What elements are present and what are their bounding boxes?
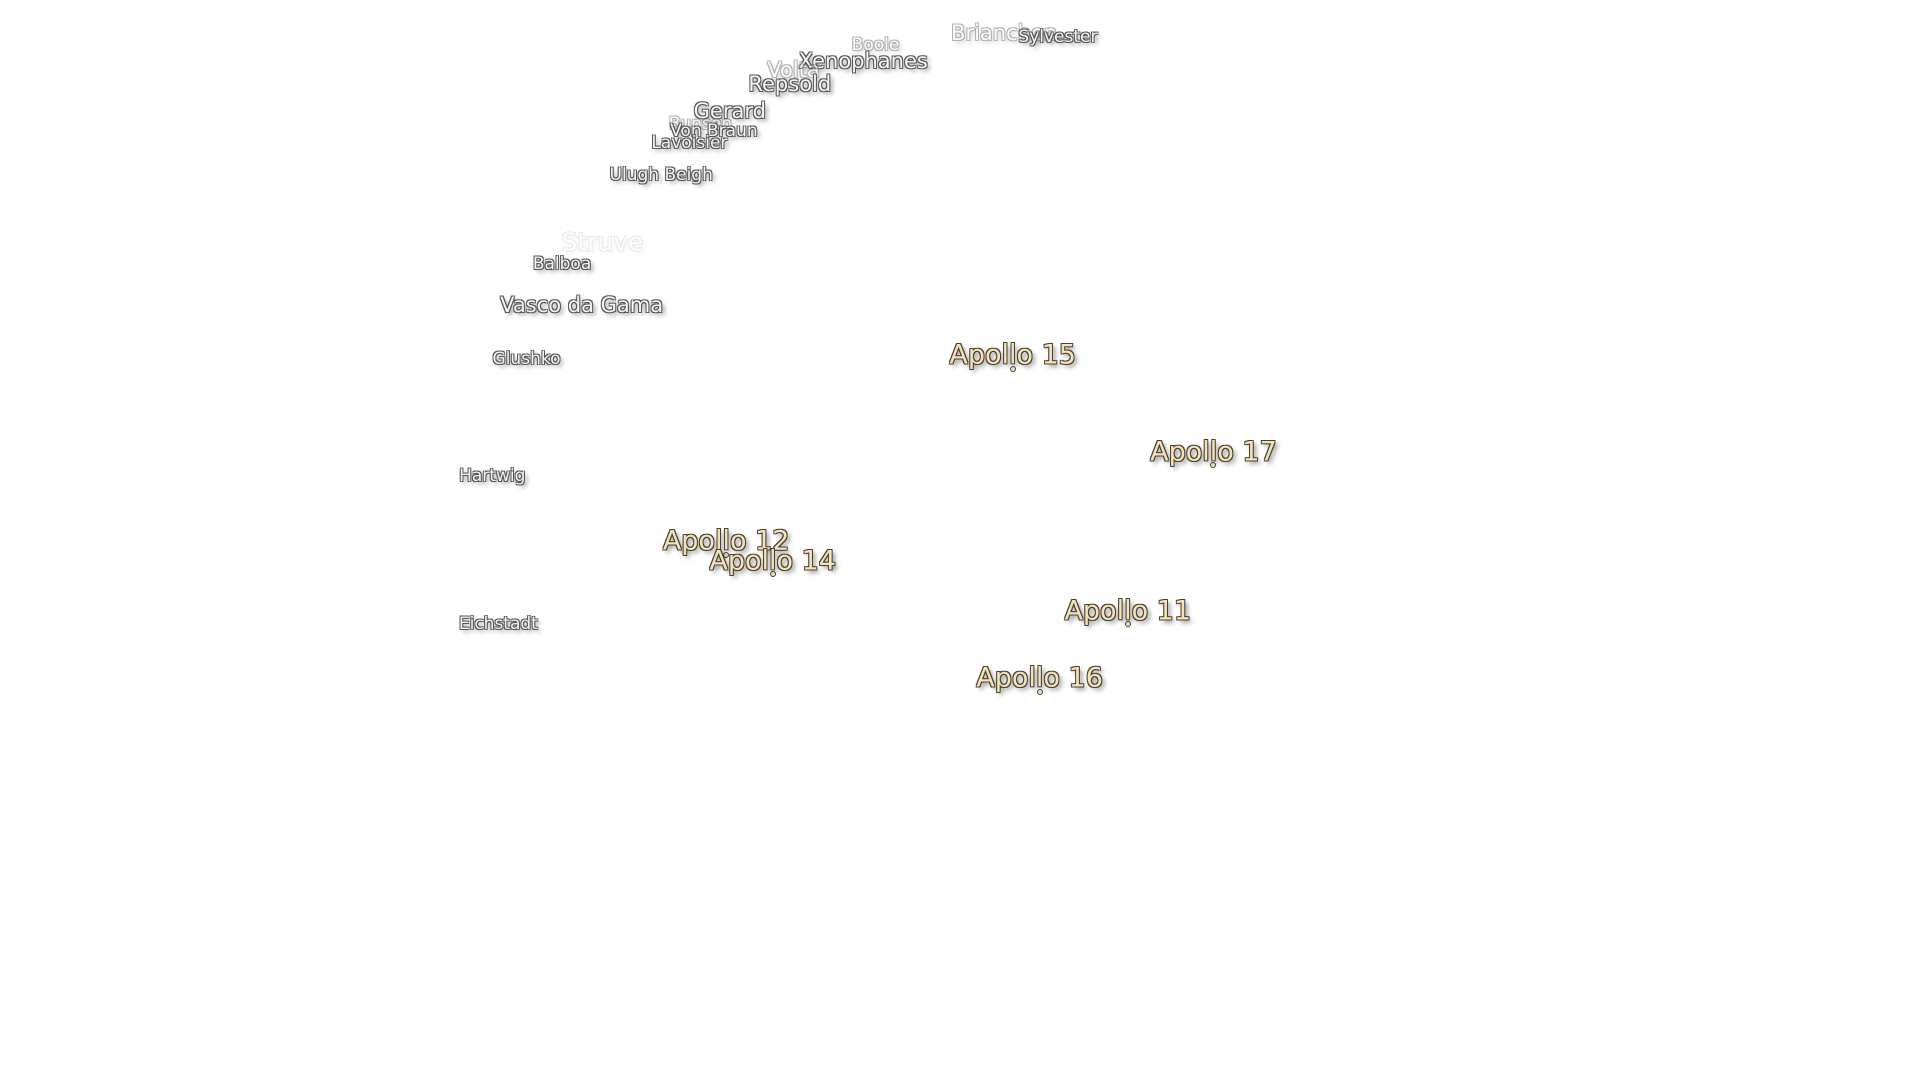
landing-site-label[interactable]: Apollo 14 [709, 545, 836, 577]
landing-site-label[interactable]: Apollo 12 [662, 525, 790, 557]
crater-label[interactable]: Xenophanes [798, 49, 928, 74]
crater-label[interactable]: Lavoisier [651, 133, 728, 154]
landing-site-marker [724, 552, 729, 557]
landing-site-marker [770, 572, 775, 577]
crater-label[interactable]: Hartwig [459, 466, 526, 487]
crater-label[interactable]: Ulugh Beigh [609, 165, 713, 186]
crater-label[interactable]: Gerard [693, 99, 766, 124]
crater-label[interactable]: Brianchon [951, 21, 1058, 46]
crater-label[interactable]: Eichstadt [458, 614, 538, 635]
crater-label[interactable]: Sylvester [1018, 26, 1098, 47]
landing-site-marker [1037, 689, 1042, 694]
landing-site-marker [1211, 463, 1216, 468]
crater-label[interactable]: Vasco da Gama [500, 292, 664, 317]
landing-site-marker [1125, 622, 1130, 627]
landing-site-marker [1010, 366, 1015, 371]
crater-label[interactable]: Struve [561, 227, 644, 257]
landing-site-label[interactable]: Apollo 15 [949, 339, 1076, 371]
landing-site-label[interactable]: Apollo 17 [1150, 436, 1277, 468]
crater-label[interactable]: Boole [851, 35, 900, 56]
crater-label[interactable]: Balboa [532, 254, 592, 275]
crater-label[interactable]: Von Braun [670, 121, 758, 142]
crater-label[interactable]: Volta [767, 57, 820, 82]
landing-site-label[interactable]: Apollo 11 [1064, 595, 1192, 627]
crater-label[interactable]: Bunsen [668, 113, 733, 134]
landing-site-label[interactable]: Apollo 16 [976, 662, 1103, 694]
crater-label[interactable]: Glushko [492, 348, 561, 369]
crater-label[interactable]: Repsold [748, 72, 832, 97]
